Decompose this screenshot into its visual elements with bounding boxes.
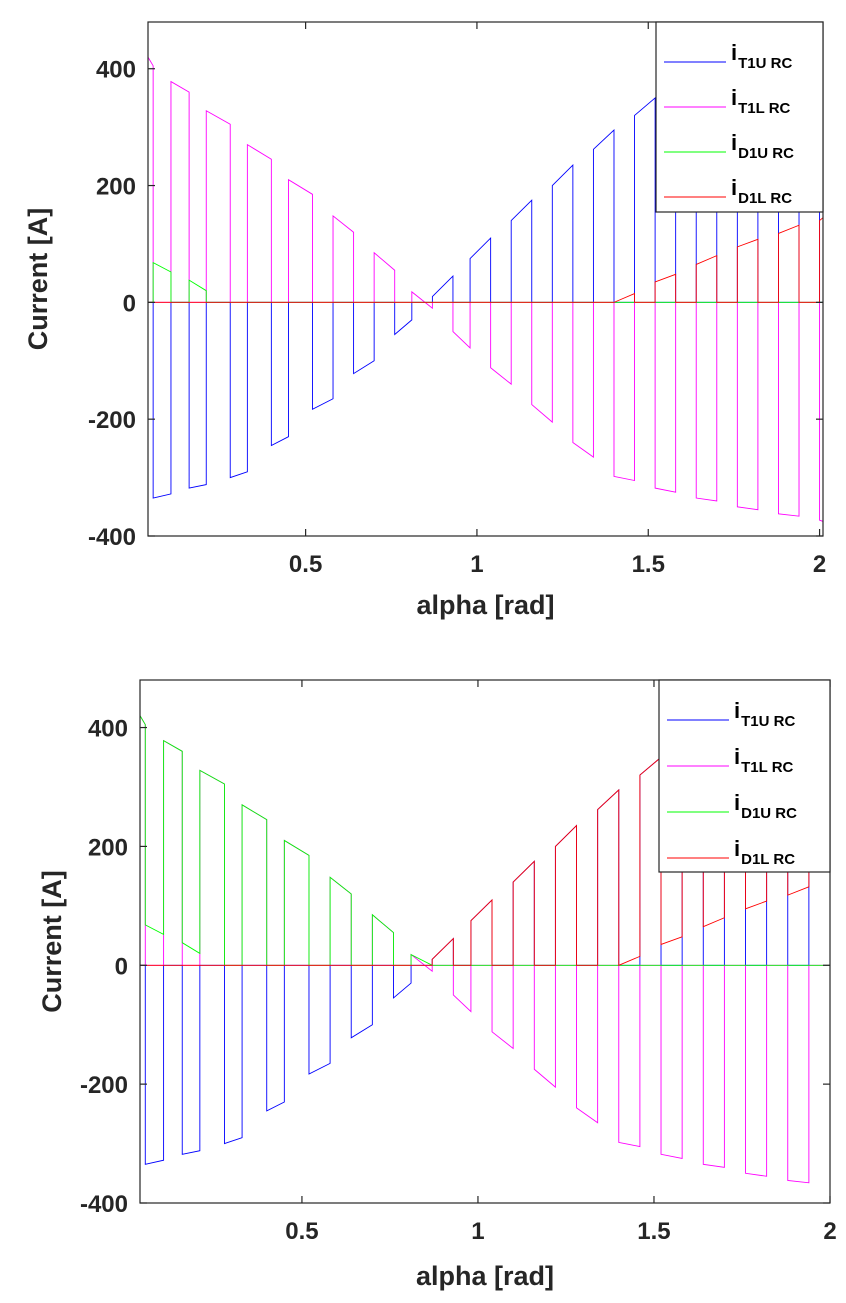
x-tick-label: 2: [813, 551, 826, 578]
y-tick-label: -400: [80, 1191, 128, 1218]
legend-entry-symbol: i: [731, 175, 737, 200]
legend-entry-subscript: T1U RC: [741, 713, 795, 730]
legend-entry-2: iT1L RC: [734, 744, 794, 776]
legend-entry-symbol: i: [734, 698, 740, 723]
y-tick-label: 400: [88, 716, 128, 743]
y-tick-label: 400: [96, 57, 136, 84]
x-tick-label: 0.5: [285, 1218, 318, 1245]
legend-entry-subscript: D1U RC: [741, 805, 797, 822]
x-tick-label: 1: [471, 1218, 484, 1245]
y-tick-label: -200: [80, 1072, 128, 1099]
x-tick-label: 0.5: [289, 551, 322, 578]
y-tick-label: 200: [88, 834, 128, 861]
axes-box: [147, 21, 824, 537]
legend-entry-symbol: i: [734, 744, 740, 769]
legend-entry-symbol: i: [731, 40, 737, 65]
legend-entry-2: iT1L RC: [731, 85, 791, 117]
chart-2: 0.5 1 1.5 2 -400 -200 0 200 400 alpha [rad] Curren…: [37, 679, 837, 1291]
legend-entry-4: iD1L RC: [734, 836, 795, 868]
legend-entry-4: iD1L RC: [731, 175, 792, 207]
legend-entry-symbol: i: [734, 790, 740, 815]
legend-entry-subscript: T1L RC: [741, 759, 793, 776]
legend-entry-symbol: i: [734, 836, 740, 861]
legend-entry-subscript: D1U RC: [738, 145, 794, 162]
x-tick-label: 1.5: [632, 551, 665, 578]
legend-entry-3: iD1U RC: [731, 130, 794, 162]
y-axis-label: Current [A]: [37, 870, 67, 1013]
chart-1: 0.5 1 1.5 2 -400 -200 0 200 400 alpha [rad] Curren…: [23, 21, 826, 620]
legend-entry-1: iT1U RC: [734, 698, 795, 730]
x-tick-label: 1: [470, 551, 483, 578]
legend-box: [655, 21, 824, 213]
legend-entry-subscript: D1L RC: [741, 851, 795, 868]
legend-entry-subscript: D1L RC: [738, 190, 792, 207]
x-tick-label: 2: [823, 1218, 836, 1245]
x-axis-label: alpha [rad]: [416, 590, 554, 620]
y-tick-label: -400: [88, 524, 136, 551]
axes-box: [139, 679, 831, 1204]
legend-entry-3: iD1U RC: [734, 790, 797, 822]
x-tick-label: 1.5: [637, 1218, 670, 1245]
legend-entry-symbol: i: [731, 85, 737, 110]
legend-entry-1: iT1U RC: [731, 40, 792, 72]
y-axis-label: Current [A]: [23, 208, 53, 351]
x-axis-label: alpha [rad]: [416, 1261, 554, 1291]
y-tick-label: -200: [88, 407, 136, 434]
y-tick-label: 0: [123, 290, 136, 317]
series-line-i-d1l-rc: [148, 217, 823, 303]
legend-entry-symbol: i: [731, 130, 737, 155]
y-tick-label: 200: [96, 174, 136, 201]
legend-entry-subscript: T1U RC: [738, 55, 792, 72]
legend-box: [658, 679, 831, 873]
legend-entry-subscript: T1L RC: [738, 100, 790, 117]
y-tick-label: 0: [115, 953, 128, 980]
